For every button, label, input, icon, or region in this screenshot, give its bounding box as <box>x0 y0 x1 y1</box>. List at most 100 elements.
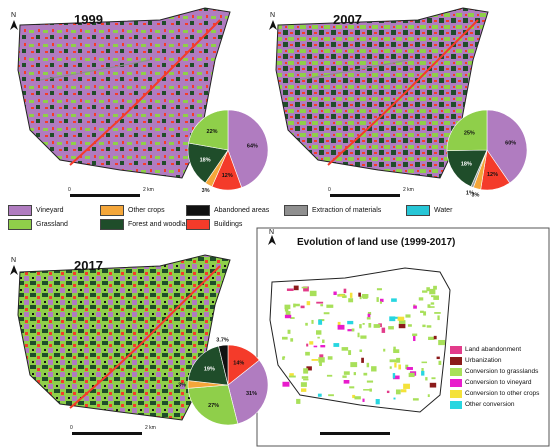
change-patch <box>339 294 344 297</box>
change-patch <box>412 333 418 337</box>
north-arrow-2007: N <box>269 12 277 30</box>
pie-slice-label: 12% <box>487 172 498 178</box>
change-patch <box>366 362 370 368</box>
year-title-2017: 2017 <box>74 258 103 273</box>
legend-item-other-crops: Other crops <box>100 205 165 216</box>
svg-text:N: N <box>269 229 274 236</box>
pie-chart-1999: 64% 12% 3% 18% 22% <box>187 109 269 194</box>
legend-item-forest: Forest and woodland <box>100 219 193 230</box>
change-patch <box>342 375 347 378</box>
change-patch <box>348 350 352 356</box>
legend-item-abandoned: Abandoned areas <box>186 205 269 216</box>
swatch-icon <box>186 205 210 216</box>
change-patch <box>403 383 410 389</box>
change-patch <box>301 376 309 379</box>
change-patch <box>362 323 365 325</box>
change-patch <box>427 394 430 398</box>
change-patch <box>290 317 295 319</box>
region-shape-2017 <box>17 254 231 421</box>
swatch-icon <box>8 205 32 216</box>
map-2017 <box>17 254 231 421</box>
pie-chart-2017: 14% 31% 27% 3% 19% 3.7% <box>178 337 269 426</box>
change-patch <box>422 324 426 328</box>
change-patch <box>305 322 308 326</box>
change-patch <box>438 360 442 365</box>
change-patch <box>286 288 294 291</box>
change-patch <box>282 356 285 360</box>
change-patch <box>311 358 319 361</box>
change-patch <box>313 345 318 348</box>
change-patch <box>367 311 372 315</box>
change-patch <box>306 366 312 371</box>
change-patch <box>429 288 436 295</box>
pie-slice-label: 14% <box>233 361 244 367</box>
change-patch <box>359 295 362 300</box>
change-patch <box>290 338 294 342</box>
change-patch <box>322 339 325 344</box>
change-patch <box>408 372 415 378</box>
change-patch <box>393 316 399 319</box>
change-patch <box>394 362 397 368</box>
pie-slice-label: 3% <box>471 193 479 199</box>
change-patch <box>389 316 396 322</box>
change-patch <box>420 310 424 313</box>
legend-item-buildings: Buildings <box>186 219 242 230</box>
change-patch <box>367 313 371 318</box>
legend-item-extraction: Extraction of materials <box>284 205 381 216</box>
change-patch <box>433 285 437 290</box>
change-patch <box>337 321 341 328</box>
change-patch <box>436 356 440 360</box>
change-patch <box>285 311 291 316</box>
change-patch <box>318 357 325 363</box>
change-patch <box>333 343 340 347</box>
change-patch <box>326 304 334 308</box>
change-patch <box>397 316 405 321</box>
change-patch <box>320 304 324 307</box>
change-patch <box>412 398 419 401</box>
pie-slice <box>446 149 488 188</box>
change-patch <box>300 382 307 387</box>
change-patch <box>341 347 349 351</box>
change-patch <box>368 322 372 328</box>
change-patch <box>354 396 361 400</box>
change-patch <box>392 373 396 379</box>
change-patch <box>431 295 435 298</box>
change-patch <box>366 317 371 320</box>
evo-legend-item: Conversion to other crops <box>450 388 539 399</box>
pie-slice-label: 1% <box>466 191 474 197</box>
change-patch <box>429 382 437 388</box>
pie-slice <box>187 142 229 184</box>
swatch-icon <box>284 205 308 216</box>
change-patch <box>293 285 299 291</box>
change-patch <box>306 343 309 347</box>
change-patch <box>383 348 386 352</box>
pie-slice-label: 18% <box>461 162 472 168</box>
change-patch <box>393 346 396 352</box>
evo-legend-item: Other conversion <box>450 399 539 410</box>
pie-slice-label: 3% <box>202 188 210 194</box>
change-patch <box>433 295 440 300</box>
change-patch <box>430 302 435 305</box>
change-patch <box>327 356 333 360</box>
change-patch <box>360 335 366 338</box>
swatch-icon <box>100 205 124 216</box>
change-patch <box>342 295 347 298</box>
svg-text:0: 0 <box>68 187 71 193</box>
legend-item-grassland: Grassland <box>8 219 68 230</box>
change-patch <box>396 357 401 363</box>
evo-legend-item: Conversion to grasslands <box>450 366 539 377</box>
change-patch <box>303 286 309 292</box>
svg-text:2 km: 2 km <box>145 425 156 431</box>
change-patch <box>326 374 333 377</box>
svg-text:2 km: 2 km <box>403 187 414 193</box>
pie-slice-label: 3% <box>178 382 186 388</box>
change-patch <box>431 377 436 380</box>
svg-text:2 km: 2 km <box>143 187 154 193</box>
evolution-legend: Land abandonment Urbanization Conversion… <box>450 344 539 410</box>
change-patch <box>347 329 354 332</box>
change-patch <box>398 320 406 325</box>
change-patch <box>405 314 411 318</box>
change-patch <box>362 398 365 402</box>
change-patch <box>284 314 292 319</box>
change-patch <box>311 319 314 324</box>
